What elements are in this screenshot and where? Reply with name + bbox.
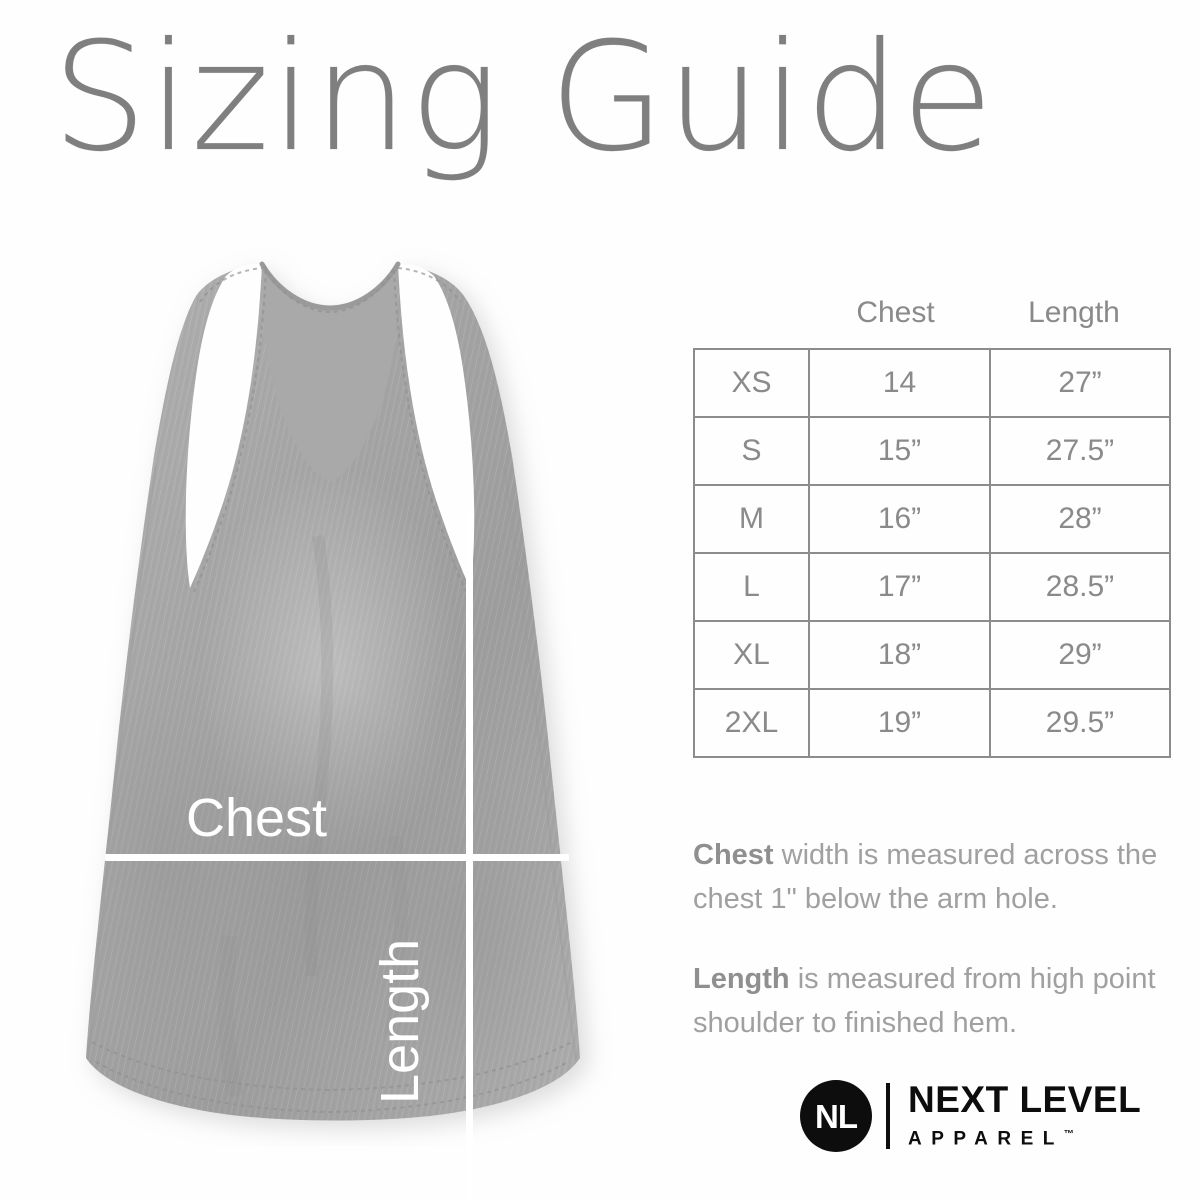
size-chart-body: XS 14 27” S 15” 27.5” M 16” 28” L 17” 28… (693, 348, 1171, 758)
next-level-apparel-logo: NL NEXT LEVEL APPAREL™ (800, 1078, 1141, 1154)
side-seams (87, 465, 577, 1061)
cell-size: M (693, 484, 810, 554)
table-row: L 17” 28.5” (693, 552, 1171, 622)
nl-mark-icon: NL (800, 1080, 872, 1152)
note-chest-lead: Chest (693, 839, 774, 871)
cell-size: L (693, 552, 810, 622)
length-measure-line (466, 510, 473, 1200)
cell-chest: 16” (808, 484, 991, 554)
cell-length: 27.5” (989, 416, 1171, 486)
cell-length: 28” (989, 484, 1171, 554)
table-column-headers: Chest Length (693, 296, 1163, 342)
cell-length: 28.5” (989, 552, 1171, 622)
cell-size: S (693, 416, 810, 486)
cell-length: 29” (989, 620, 1171, 690)
table-row: XS 14 27” (693, 348, 1171, 418)
column-header-chest: Chest (856, 296, 935, 329)
logo-subtitle-text: APPAREL (908, 1128, 1064, 1150)
column-header-length: Length (1028, 296, 1120, 329)
note-length-lead: Length (693, 963, 790, 995)
note-length: Length is measured from high point shoul… (693, 957, 1163, 1045)
logo-subtitle: APPAREL™ (908, 1123, 1141, 1151)
cell-length: 29.5” (989, 688, 1171, 758)
table-row: 2XL 19” 29.5” (693, 688, 1171, 758)
logo-wordmark: NEXT LEVEL APPAREL™ (908, 1078, 1142, 1151)
note-chest-text: width is measured across the chest 1" be… (693, 839, 1158, 915)
size-chart-table: XS 14 27” S 15” 27.5” M 16” 28” L 17” 28… (693, 348, 1171, 758)
tank-top-svg (86, 261, 580, 1121)
page-title: Sizing Guide (52, 11, 995, 185)
trademark-icon: ™ (1063, 1128, 1074, 1140)
cell-chest: 15” (808, 416, 991, 486)
chest-measure-label: Chest (186, 788, 328, 848)
chest-measure-line (105, 854, 569, 861)
garment-illustration: Chest Length (0, 236, 660, 1200)
cell-size: XS (693, 348, 810, 418)
cell-length: 27” (989, 348, 1171, 418)
note-chest: Chest width is measured across the chest… (693, 833, 1163, 921)
table-row: XL 18” 29” (693, 620, 1171, 690)
armholes (185, 263, 475, 588)
note-length-text: is measured from high point shoulder to … (693, 963, 1156, 1039)
table-row: M 16” 28” (693, 484, 1171, 554)
logo-brand-name: NEXT LEVEL (908, 1078, 1142, 1120)
nl-mark-text: NL (815, 1097, 858, 1135)
cell-chest: 18” (808, 620, 991, 690)
measurement-notes: Chest width is measured across the chest… (693, 833, 1163, 1081)
stitching (91, 265, 573, 1114)
cell-chest: 19” (808, 688, 991, 758)
length-measure-label: Length (370, 938, 430, 1104)
table-row: S 15” 27.5” (693, 416, 1171, 486)
cell-size: 2XL (693, 688, 810, 758)
logo-divider (886, 1083, 890, 1149)
cell-chest: 17” (808, 552, 991, 622)
cell-size: XL (693, 620, 810, 690)
cell-chest: 14 (808, 348, 991, 418)
